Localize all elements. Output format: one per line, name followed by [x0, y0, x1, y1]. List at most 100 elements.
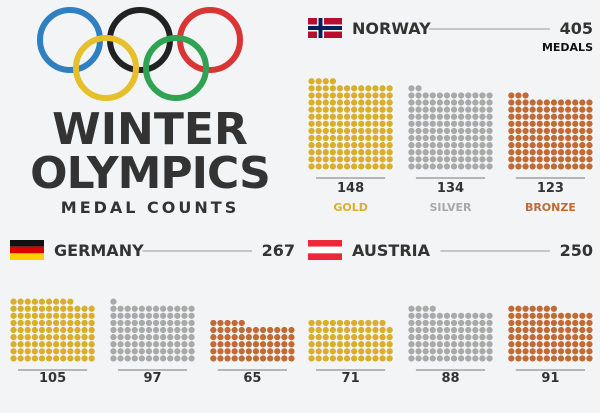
medal-dot [579, 99, 586, 106]
medal-dot [117, 334, 124, 341]
medal-dot [458, 127, 465, 135]
medal-dot [358, 341, 365, 348]
medal-dot [386, 92, 393, 99]
medal-dot [117, 341, 124, 348]
medal-dot [358, 106, 365, 113]
total-count: 250 [560, 241, 593, 260]
medal-dot [386, 142, 393, 149]
medal-dot [308, 348, 315, 355]
medal-dot [472, 326, 479, 334]
medal-dot [138, 341, 145, 348]
medal-dot [479, 106, 486, 113]
medal-dot [67, 334, 74, 341]
medal-dot [45, 305, 53, 312]
silver-dot-group [408, 305, 493, 362]
gold-count-label: 148 [337, 181, 364, 196]
medal-dot [343, 163, 351, 170]
medal-dot [365, 334, 372, 341]
medal-dot [131, 305, 138, 312]
medal-dot [579, 134, 586, 142]
medal-dot [351, 319, 358, 327]
medal-dot [10, 348, 17, 355]
medal-dot [565, 142, 572, 149]
medal-dot [515, 127, 522, 135]
medal-dot [586, 312, 593, 319]
medal-dot [422, 355, 429, 362]
medal-dot [74, 326, 81, 334]
medal-dot [88, 341, 95, 348]
medal-dot [543, 106, 550, 113]
medal-dot [379, 106, 386, 113]
medal-dot [515, 134, 522, 142]
medal-dot [238, 334, 245, 341]
medal-dot [572, 334, 579, 341]
medal-dot [465, 355, 472, 362]
medal-dot [472, 92, 479, 99]
medal-dot [443, 355, 451, 362]
medal-dot [579, 156, 586, 163]
medal-dot [429, 156, 436, 163]
medal-dot [379, 334, 386, 341]
medal-dot [152, 348, 160, 355]
medal-dot [572, 326, 579, 334]
medal-dot [24, 298, 31, 305]
medal-dot [379, 113, 386, 120]
medal-dot [565, 134, 572, 142]
medal-dot [529, 149, 536, 156]
medal-dot [508, 163, 515, 170]
medal-dot [351, 334, 358, 341]
medal-dot [288, 348, 295, 355]
medal-dot [17, 355, 24, 362]
medal-dot [252, 334, 260, 341]
medal-dot [515, 319, 522, 327]
medal-dot [529, 106, 536, 113]
medal-dot [188, 305, 195, 312]
medal-dot [245, 326, 252, 334]
medal-dot [281, 334, 288, 341]
medal-dot [231, 326, 238, 334]
medal-dot [572, 341, 579, 348]
medal-dot [315, 113, 322, 120]
medal-dot [372, 142, 379, 149]
medal-dot [450, 120, 458, 127]
medal-dot [267, 334, 274, 341]
medal-dot [372, 355, 379, 362]
medal-dot [336, 142, 344, 149]
medal-dot [343, 334, 351, 341]
medal-dot [351, 127, 358, 135]
medal-dot [557, 355, 565, 362]
medal-dot [422, 163, 429, 170]
medal-dot [458, 106, 465, 113]
medal-dot [145, 334, 153, 341]
medal-dot [365, 319, 372, 327]
gold-count-label: 71 [342, 371, 360, 386]
medal-dot [315, 355, 322, 362]
medal-dot [572, 106, 579, 113]
medal-dot [408, 120, 415, 127]
medal-dot [372, 348, 379, 355]
medal-dot [450, 127, 458, 135]
medal-dot [543, 163, 550, 170]
medal-dot [67, 305, 74, 312]
medal-dot [343, 127, 351, 135]
medal-dot [479, 341, 486, 348]
medal-dot [336, 341, 344, 348]
medal-dot [565, 120, 572, 127]
medal-dot [508, 92, 515, 99]
medal-dot [322, 99, 329, 106]
medal-dot [436, 120, 443, 127]
medal-dot [53, 355, 60, 362]
medal-dot [572, 355, 579, 362]
medal-dot [81, 348, 88, 355]
medal-dot [408, 106, 415, 113]
medal-dot [450, 149, 458, 156]
medal-dot [515, 341, 522, 348]
medal-dot [429, 127, 436, 135]
medal-dot [160, 305, 167, 312]
medal-dot [315, 334, 322, 341]
gold-category-label: GOLD [333, 201, 368, 214]
medal-dot [386, 163, 393, 170]
medal-dot [322, 120, 329, 127]
medal-dot [515, 312, 522, 319]
medal-dot [124, 305, 131, 312]
